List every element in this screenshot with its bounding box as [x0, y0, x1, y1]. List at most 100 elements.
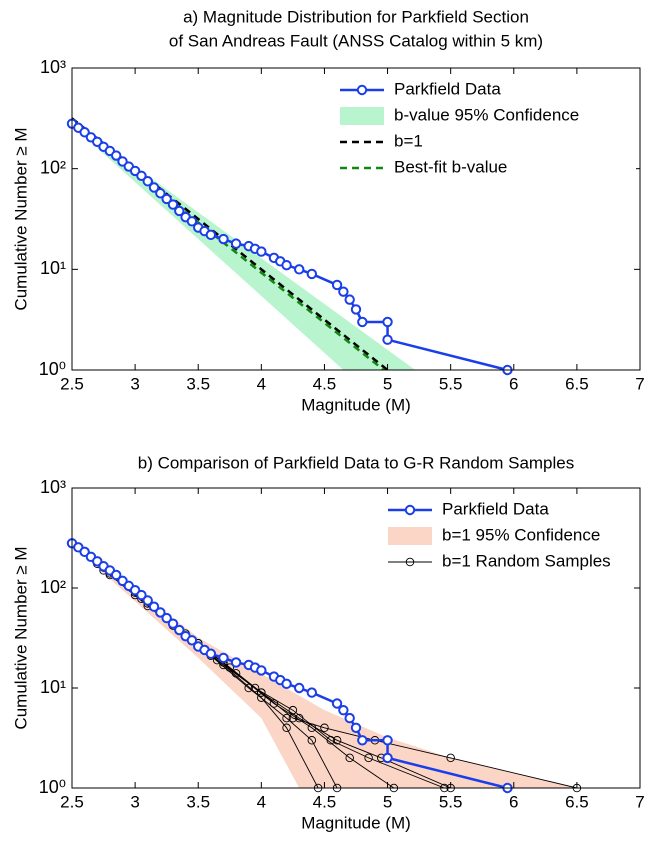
data-marker: [218, 652, 229, 664]
data-marker: [331, 279, 343, 291]
sample-marker: [250, 683, 260, 693]
data-marker: [357, 316, 368, 328]
data-marker: [148, 601, 160, 612]
x-tick-label: 5.5: [439, 374, 463, 393]
x-axis-label: Magnitude (M): [301, 395, 411, 414]
x-tick-label: 4.5: [313, 792, 337, 811]
legend-marker: [404, 504, 416, 516]
data-marker: [357, 735, 368, 746]
y-tick-label: 10²: [40, 577, 66, 597]
legend-label: Parkfield Data: [442, 499, 549, 518]
x-tick-label: 6: [509, 374, 518, 393]
x-axis-label: Magnitude (M): [301, 813, 411, 832]
data-marker: [205, 648, 217, 659]
marker-layer: [66, 118, 513, 376]
sample-marker: [282, 713, 291, 723]
data-marker: [161, 612, 172, 624]
data-marker: [136, 170, 147, 181]
y-tick-label: 10⁰: [39, 359, 66, 379]
x-tick-label: 5: [383, 792, 392, 811]
x-tick-label: 7: [635, 792, 644, 811]
x-tick-label: 4: [257, 374, 266, 393]
x-tick-label: 5.5: [439, 792, 463, 811]
data-marker: [174, 624, 185, 636]
sample-marker: [269, 699, 279, 708]
axes-box: [71, 67, 641, 371]
legend-swatch: [388, 527, 432, 545]
legend-marker: [405, 557, 415, 567]
data-marker: [230, 238, 242, 249]
reference-line: [72, 117, 389, 370]
chart-title: b) Comparison of Parkfield Data to G-R R…: [138, 453, 575, 472]
sample-marker: [364, 753, 373, 763]
sample-marker: [307, 736, 317, 745]
data-marker: [281, 259, 292, 271]
legend-marker: [356, 84, 368, 96]
data-marker: [256, 665, 267, 676]
data-marker: [344, 712, 355, 724]
data-marker: [142, 595, 153, 606]
data-marker: [338, 286, 349, 297]
axes-box: [71, 487, 641, 789]
data-marker: [344, 294, 355, 305]
x-tick-label: 4: [257, 792, 266, 811]
data-marker: [142, 176, 153, 187]
x-tick-label: 3.5: [186, 792, 210, 811]
x-tick-label: 6.5: [565, 792, 589, 811]
legend-label: b=1: [394, 131, 423, 150]
data-marker: [205, 229, 217, 241]
data-marker: [294, 264, 305, 275]
y-tick-label: 10¹: [40, 258, 66, 278]
data-marker: [161, 193, 172, 205]
data-marker: [136, 589, 147, 601]
data-marker: [382, 316, 393, 328]
sample-marker: [345, 753, 354, 763]
x-tick-label: 6: [509, 792, 518, 811]
data-marker: [306, 687, 318, 698]
data-marker: [186, 635, 198, 646]
marker-layer: [66, 538, 582, 794]
data-marker: [331, 698, 343, 709]
y-axis-label: Cumulative Number ≥ M: [11, 546, 30, 729]
data-marker: [186, 216, 198, 227]
y-axis-label: Cumulative Number ≥ M: [11, 127, 30, 310]
data-marker: [155, 607, 166, 618]
y-tick-label: 10⁰: [39, 777, 66, 797]
y-tick-label: 10³: [40, 57, 66, 77]
data-marker: [281, 678, 292, 690]
data-marker: [110, 569, 122, 581]
data-marker: [230, 657, 242, 668]
sample-marker: [288, 705, 298, 715]
confidence-band: [72, 540, 577, 788]
sample-marker: [320, 723, 329, 733]
x-tick-label: 3.5: [186, 374, 210, 393]
sample-marker: [294, 713, 304, 723]
legend-label: b-value 95% Confidence: [394, 105, 579, 124]
y-tick-label: 10³: [40, 477, 66, 497]
data-marker: [167, 199, 179, 210]
legend-label: b=1 95% Confidence: [442, 525, 600, 544]
data-marker: [382, 334, 393, 345]
chart-title: a) Magnitude Distribution for Parkfield …: [183, 7, 529, 26]
x-tick-label: 5: [383, 374, 392, 393]
data-marker: [174, 205, 185, 217]
x-tick-label: 2.5: [60, 374, 84, 393]
y-tick-label: 10²: [40, 157, 66, 177]
sample-marker: [244, 683, 253, 693]
y-tick-label: 10¹: [40, 677, 66, 697]
x-tick-label: 7: [635, 374, 644, 393]
data-marker: [382, 752, 393, 764]
data-marker: [294, 682, 305, 694]
data-marker: [218, 233, 229, 245]
x-tick-label: 6.5: [565, 374, 589, 393]
data-marker: [338, 704, 349, 716]
data-marker: [306, 268, 318, 280]
data-marker: [167, 618, 179, 629]
sample-marker: [307, 723, 317, 733]
sample-marker: [257, 693, 266, 702]
data-marker: [350, 304, 362, 315]
sample-marker: [282, 723, 291, 733]
data-marker: [350, 722, 362, 733]
sample-marker: [231, 669, 241, 678]
